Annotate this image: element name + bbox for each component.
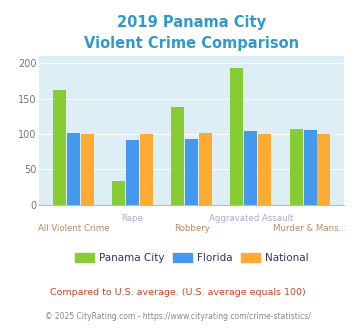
Bar [112,181,125,205]
Bar [67,133,80,205]
Bar [244,131,257,205]
Text: Murder & Mans...: Murder & Mans... [273,224,347,233]
Legend: Panama City, Florida, National: Panama City, Florida, National [71,248,312,267]
Bar [230,68,244,205]
Bar [258,134,271,205]
Bar [185,139,198,205]
Bar [53,90,66,205]
Bar [171,107,184,205]
Text: © 2025 CityRating.com - https://www.cityrating.com/crime-statistics/: © 2025 CityRating.com - https://www.city… [45,312,310,321]
Text: All Violent Crime: All Violent Crime [38,224,109,233]
Text: Aggravated Assault: Aggravated Assault [209,214,293,222]
Bar [304,130,317,205]
Bar [317,134,331,205]
Bar [81,134,94,205]
Bar [199,133,212,205]
Bar [126,140,139,205]
Bar [140,134,153,205]
Text: Rape: Rape [121,214,143,222]
Text: Robbery: Robbery [174,224,210,233]
Title: 2019 Panama City
Violent Crime Comparison: 2019 Panama City Violent Crime Compariso… [84,15,299,51]
Bar [290,129,303,205]
Text: Compared to U.S. average. (U.S. average equals 100): Compared to U.S. average. (U.S. average … [50,287,305,297]
